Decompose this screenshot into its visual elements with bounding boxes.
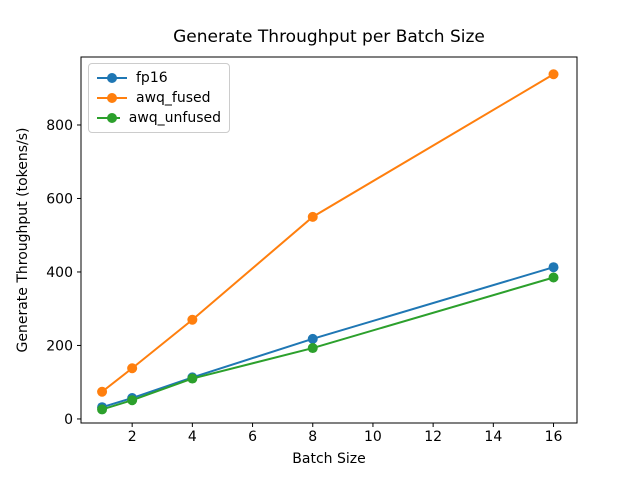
legend-marker-awq_unfused [97,113,120,123]
y-tick-label: 800 [46,118,73,134]
legend-item-awq_unfused: awq_unfused [97,108,221,128]
point-awq_fused [548,69,559,80]
point-awq_fused [127,363,138,374]
chart-title: Generate Throughput per Batch Size [173,27,485,47]
point-fp16 [307,333,318,344]
point-awq_fused [187,314,198,325]
x-tick-label: 4 [188,429,197,445]
point-awq_fused [97,386,108,397]
legend-label: awq_fused [136,90,211,106]
point-awq_unfused [307,343,318,354]
point-awq_unfused [187,373,198,384]
y-tick-label: 0 [64,412,73,428]
x-tick-label: 6 [248,429,257,445]
x-tick-label: 10 [364,429,382,445]
point-awq_unfused [97,404,108,415]
x-tick-label: 14 [484,429,502,445]
axes-frame [80,56,578,424]
y-tick-label: 200 [46,338,73,354]
x-tick-label: 16 [545,429,563,445]
point-fp16 [548,262,559,273]
point-awq_unfused [127,395,138,406]
legend-item-awq_fused: awq_fused [97,88,221,108]
x-tick-label: 2 [128,429,137,445]
point-awq_fused [307,211,318,222]
legend-marker-awq_fused [97,93,127,103]
y-tick-label: 400 [46,265,73,281]
legend-label: fp16 [136,70,168,86]
point-awq_unfused [548,272,559,283]
x-tick-label: 8 [308,429,317,445]
legend: fp16 awq_fused awq_unfused [88,63,230,133]
line-awq_unfused [101,276,555,411]
x-tick-label: 12 [424,429,442,445]
legend-label: awq_unfused [128,110,221,126]
x-axis-label: Batch Size [292,451,366,467]
legend-marker-fp16 [97,73,127,83]
y-tick-label: 600 [46,191,73,207]
legend-item-fp16: fp16 [97,68,221,88]
